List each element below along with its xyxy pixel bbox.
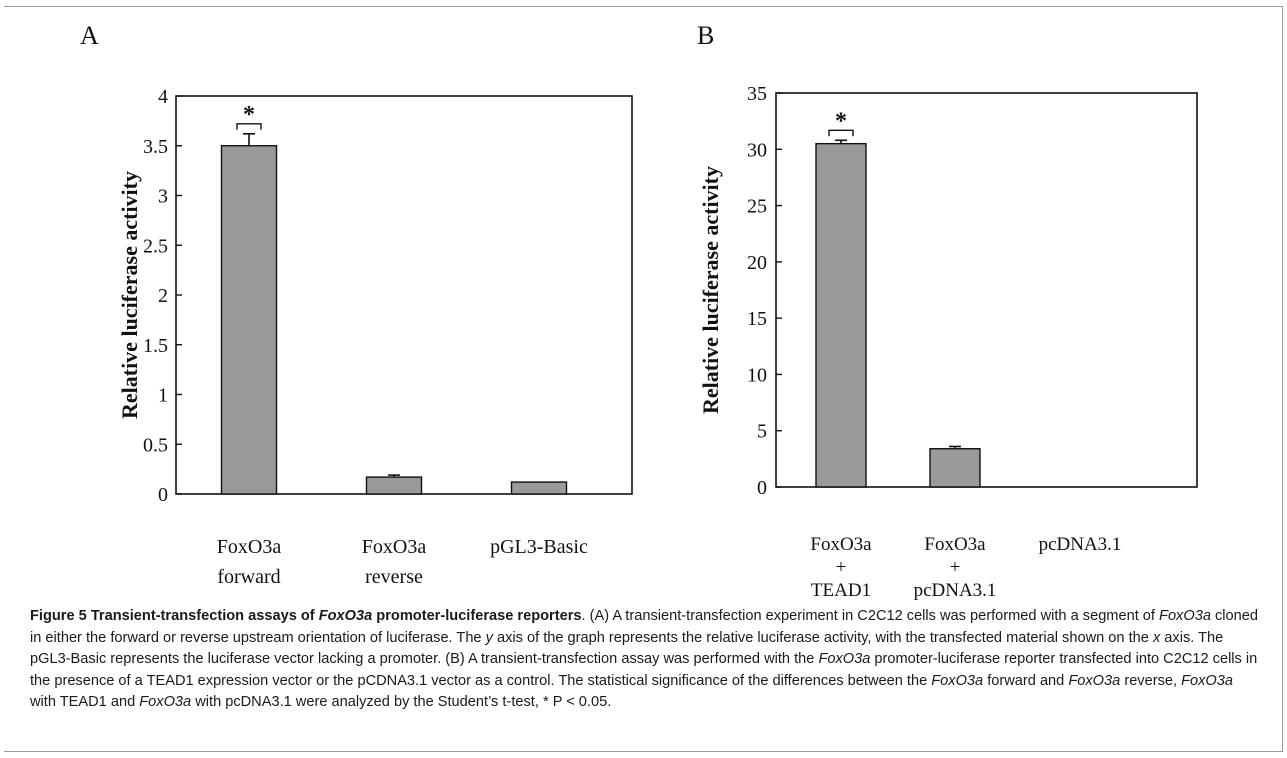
category-label-line: TEAD1 <box>811 580 871 600</box>
category-label-line: FoxO3a <box>362 536 427 558</box>
caption-gene: FoxO3a <box>139 694 192 710</box>
caption-title-gene: FoxO3a <box>318 608 373 624</box>
figure-frame <box>4 6 1283 752</box>
y-tick-label: 0.5 <box>143 434 168 456</box>
caption-text: cloned in either the forward or reverse … <box>30 608 1259 646</box>
caption-text: with pcDNA3.1 were analyzed by the Stude… <box>191 694 612 710</box>
category-label: FoxO3a + pcDNA3.1 <box>914 534 997 600</box>
significance-star: * <box>243 102 255 128</box>
category-label-line: forward <box>217 566 280 588</box>
y-tick-label: 0 <box>158 484 168 506</box>
bar <box>929 448 981 488</box>
bar <box>220 145 278 495</box>
category-label-line: pcDNA3.1 <box>1039 534 1122 555</box>
category-label-line: + <box>950 557 961 578</box>
y-tick-label: 35 <box>747 83 767 105</box>
y-tick-label: 25 <box>747 196 767 218</box>
y-tick-label: 10 <box>747 364 767 386</box>
caption-title: Figure 5 Transient-transfection assays o… <box>30 608 582 624</box>
caption-axis: x <box>1152 629 1161 646</box>
y-tick-label: 20 <box>747 252 767 274</box>
y-tick-label: 2 <box>158 285 168 307</box>
caption-title-suffix: promoter-luciferase reporters <box>372 608 582 624</box>
caption-text: axis of the graph represents the relativ… <box>492 629 1153 646</box>
panel-label: B <box>697 21 714 50</box>
significance-bracket <box>828 129 854 137</box>
y-tick-label: 2.5 <box>143 235 168 257</box>
caption-gene: FoxO3a <box>1068 672 1121 689</box>
significance-star: * <box>835 108 847 134</box>
category-label: FoxO3a + TEAD1 <box>810 534 872 600</box>
category-label-line: reverse <box>365 566 423 588</box>
caption-text: (A) A transient-transfection experiment … <box>585 608 1160 624</box>
y-tick-label: 1 <box>158 385 168 407</box>
category-label-line: FoxO3a <box>217 536 282 558</box>
caption-title-end: . <box>581 608 586 624</box>
caption-text: reverse, <box>1120 672 1182 689</box>
y-axis-label: Relative luciferase activity <box>698 166 723 414</box>
y-tick-label: 5 <box>757 421 767 443</box>
caption-text: with TEAD1 and <box>30 694 140 710</box>
chart-panel-b: B 0 5 10 15 20 25 30 35 Relative luciferase activ… <box>697 21 1198 600</box>
caption-axis: y <box>485 629 493 646</box>
y-tick-label: 3.5 <box>143 136 168 158</box>
category-label-line: pcDNA3.1 <box>914 580 997 600</box>
category-label-line: + <box>836 557 847 578</box>
category-label: FoxO3a forward <box>217 536 282 588</box>
plot-frame <box>775 92 1198 488</box>
panel-label: A <box>80 21 99 50</box>
y-tick-label: 30 <box>747 139 767 161</box>
category-label: pcDNA3.1 <box>1039 534 1122 555</box>
caption-text: axis. The pGL3-Basic represents the luci… <box>30 629 1224 668</box>
y-tick-label: 4 <box>158 86 168 108</box>
bar <box>365 476 423 495</box>
caption-gene: FoxO3a <box>818 651 871 667</box>
category-label: pGL3-Basic <box>490 536 588 558</box>
category-label-line: FoxO3a <box>810 534 872 555</box>
caption-text: forward and <box>983 672 1069 689</box>
category-label-line: FoxO3a <box>924 534 986 555</box>
y-tick-label: 3 <box>158 186 168 208</box>
chart-panel-a: A 0 0.5 1 1.5 2 2.5 3 3.5 4 Relative luciferase ac… <box>80 21 633 588</box>
figure-caption: Figure 5 Transient-transfection assays o… <box>30 606 1260 714</box>
y-tick-label: 15 <box>747 308 767 330</box>
figure-charts: A 0 0.5 1 1.5 2 2.5 3 3.5 4 Relative luciferase ac… <box>80 21 1198 600</box>
y-tick-label: 1.5 <box>143 335 168 357</box>
caption-title-prefix: Figure 5 Transient-transfection assays o… <box>30 608 319 624</box>
caption-gene: FoxO3a <box>1159 608 1211 624</box>
category-label: FoxO3a reverse <box>362 536 427 588</box>
bar <box>815 142 867 488</box>
category-label-line: pGL3-Basic <box>490 536 588 558</box>
y-tick-label: 0 <box>757 477 767 499</box>
caption-gene: FoxO3a <box>931 672 984 689</box>
significance-bracket <box>236 123 262 130</box>
y-axis-label: Relative luciferase activity <box>117 171 142 419</box>
caption-gene: FoxO3a <box>1181 672 1234 689</box>
caption-text: promoter-luciferase reporter transfected… <box>30 651 1258 689</box>
bar <box>510 481 568 495</box>
